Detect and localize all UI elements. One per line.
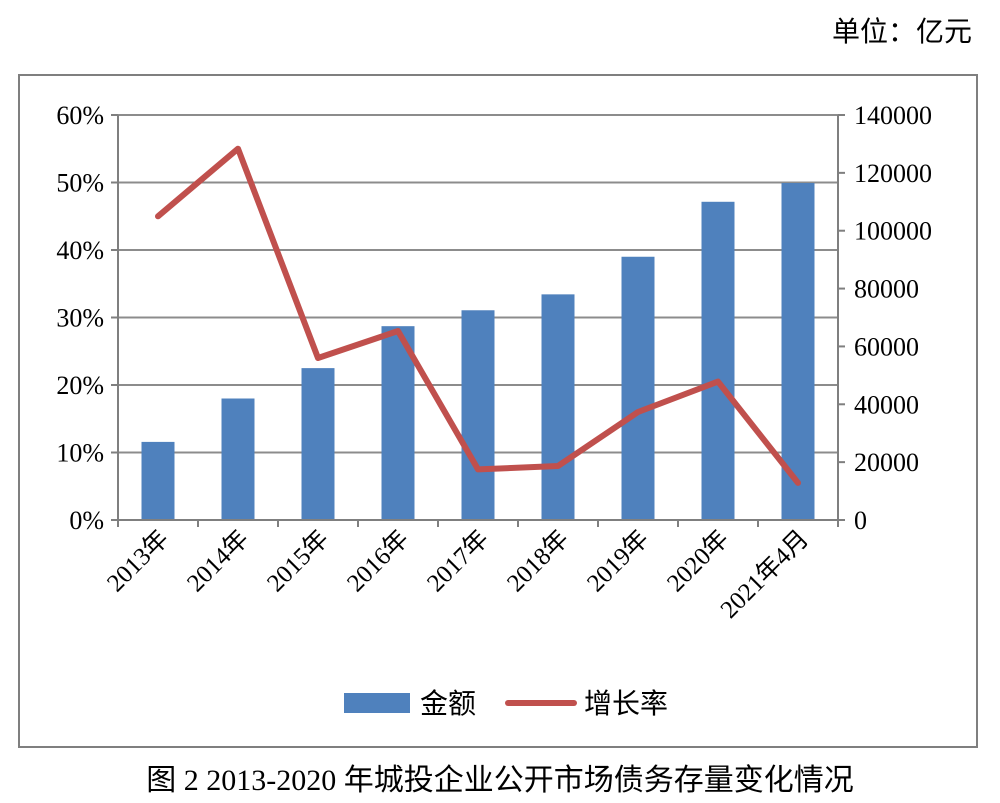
legend-label-line: 增长率 [584,688,668,720]
unit-label: 单位：亿元 [831,17,972,48]
bar [381,326,415,520]
x-tick-label: 2019年 [581,524,654,597]
bar [221,398,255,520]
right-tick-label: 0 [854,506,867,535]
legend-swatch-bar [344,693,410,713]
right-tick-label: 120000 [854,159,932,188]
left-axis-ticks: 0% 10% 20% 30% 40% 50% 60% [56,101,104,535]
bar [301,368,335,520]
bar-series [141,182,815,521]
left-tick-label: 10% [56,439,104,468]
x-tick-label: 2014年 [181,524,254,597]
left-tick-label: 60% [56,101,104,130]
x-tick-label: 2013年 [101,524,174,597]
left-tick-label: 30% [56,304,104,333]
x-tick-label: 2021年4月 [715,524,814,623]
bar [621,256,655,520]
x-tick-label: 2018年 [501,524,574,597]
chart-frame [18,74,978,748]
right-tick-label: 80000 [854,275,919,304]
right-tick-label: 20000 [854,448,919,477]
bar [461,310,495,520]
x-tick-label: 2015年 [261,524,334,597]
left-tick-label: 0% [69,506,104,535]
x-tick-label: 2017年 [421,524,494,597]
legend: 金额 增长率 [344,688,668,720]
bar [541,294,575,520]
bar [701,201,735,521]
right-tick-label: 100000 [854,217,932,246]
bar [141,441,175,520]
growth-rate-line [155,145,801,486]
right-tick-label: 40000 [854,390,919,419]
axes [111,114,845,527]
x-tick-label: 2016年 [341,524,414,597]
line-series [155,145,801,486]
right-tick-label: 140000 [854,101,932,130]
right-axis-ticks: 0 20000 40000 60000 80000 100000 120000 140000 [854,101,932,535]
x-axis-ticks: 2013年 2014年 2015年 2016年 2017年 2018年 2019年 2020年… [101,524,814,623]
bar [781,182,815,520]
left-tick-label: 50% [56,169,104,198]
legend-label-bar: 金额 [420,688,476,720]
figure-caption: 图 2 2013-2020 年城投企业公开市场债务存量变化情况 [146,764,854,797]
x-tick-label: 2020年 [661,524,734,597]
left-tick-label: 40% [56,236,104,265]
left-tick-label: 20% [56,371,104,400]
right-tick-label: 60000 [854,332,919,361]
